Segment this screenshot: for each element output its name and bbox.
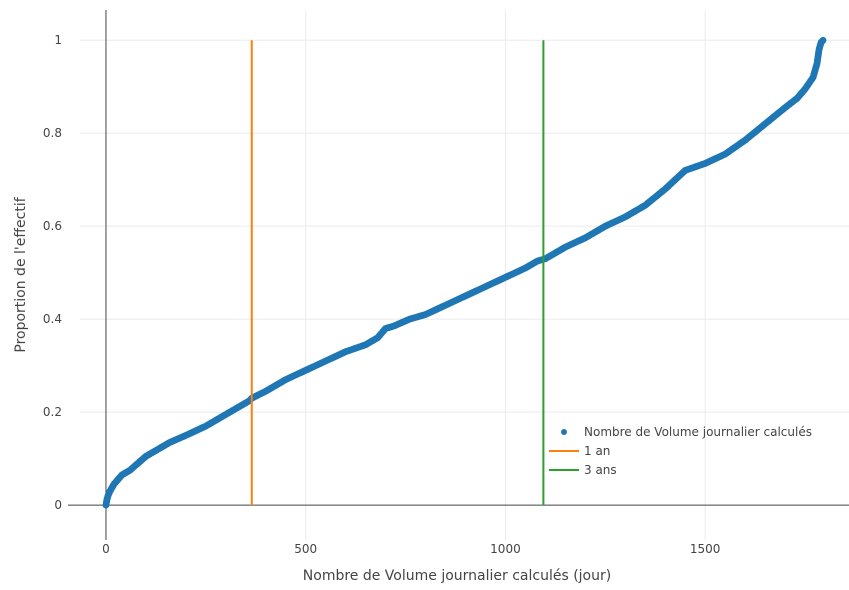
y-tick-label: 0.4: [43, 312, 62, 326]
x-tick-label: 1000: [490, 542, 521, 556]
grid-layer: [80, 10, 849, 540]
legend[interactable]: Nombre de Volume journalier calculés 1 a…: [549, 425, 812, 477]
legend-marker-volume: [561, 429, 567, 435]
y-tick-label: 1: [54, 33, 62, 47]
axis-layer: [68, 10, 849, 540]
scatter-series: [102, 36, 827, 509]
legend-label-1an: 1 an: [584, 444, 610, 458]
y-axis-title: Proportion de l'effectif: [13, 196, 29, 352]
legend-label-volume: Nombre de Volume journalier calculés: [584, 425, 812, 439]
y-tick-label: 0.6: [43, 219, 62, 233]
x-tick-label: 0: [102, 542, 110, 556]
legend-label-3ans: 3 ans: [584, 463, 617, 477]
x-tick-label: 500: [294, 542, 317, 556]
data-point: [819, 36, 827, 44]
x-axis-title: Nombre de Volume journalier calculés (jo…: [303, 568, 611, 584]
y-tick-label: 0.2: [43, 405, 62, 419]
y-tick-label: 0.8: [43, 126, 62, 140]
series-layer: [102, 36, 827, 509]
tick-labels: 0 500 1000 1500 0 0.2 0.4 0.6 0.8 1: [43, 33, 721, 556]
x-tick-label: 1500: [690, 542, 721, 556]
y-tick-label: 0: [54, 498, 62, 512]
